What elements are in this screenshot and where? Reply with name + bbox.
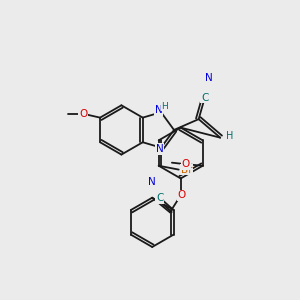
Text: O: O [177,190,186,200]
Text: N: N [148,176,156,187]
Text: N: N [156,144,164,154]
Text: Br: Br [181,165,192,175]
Text: C: C [156,193,164,203]
Text: C: C [201,93,208,103]
Text: N: N [155,105,163,115]
Text: O: O [79,109,87,119]
Text: O: O [182,159,190,169]
Text: N: N [205,73,212,83]
Text: H: H [226,131,233,141]
Text: H: H [161,102,168,111]
